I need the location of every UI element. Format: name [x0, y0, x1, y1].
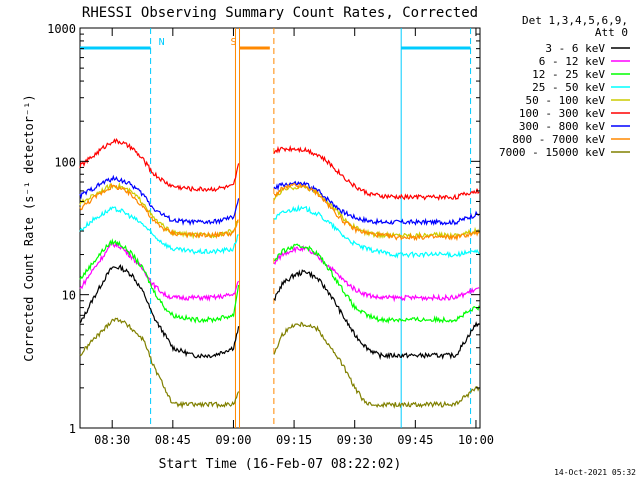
x-tick-label: 08:45 [155, 433, 191, 447]
legend-label: 300 - 800 keV [519, 120, 605, 133]
series-layer [79, 138, 480, 410]
legend-entry: 100 - 300 keV [519, 107, 630, 120]
x-tick-label: 09:45 [397, 433, 433, 447]
series-line [273, 184, 480, 240]
series-line [79, 241, 240, 302]
series-line [79, 317, 240, 410]
y-axis-label: Corrected Count Rate (s⁻¹ detector⁻¹) [22, 94, 36, 361]
x-axis-label: Start Time (16-Feb-07 08:22:02) [159, 457, 402, 472]
series-25-50-kev [79, 204, 480, 259]
series-7000-15000-kev [79, 317, 480, 410]
legend-entry: 25 - 50 keV [532, 81, 630, 94]
annotation-N: N [80, 28, 165, 428]
legend-entry: 50 - 100 keV [526, 94, 630, 107]
series-line [273, 182, 480, 242]
legend-entry: 6 - 12 keV [539, 55, 630, 68]
series-3-6-kev [79, 264, 480, 361]
legend-entry: 800 - 7000 keV [512, 133, 630, 146]
legend-label: 100 - 300 keV [519, 107, 605, 120]
series-line [273, 269, 480, 361]
legend-label: 3 - 6 keV [545, 42, 605, 55]
x-tick-label: 09:15 [276, 433, 312, 447]
series-line [79, 138, 240, 193]
annotation-region-2 [400, 28, 472, 428]
legend-entry: 7000 - 15000 keV [499, 146, 630, 159]
legend-entry: 300 - 800 keV [519, 120, 630, 133]
y-tick-label: 100 [54, 155, 76, 169]
series-line [273, 180, 480, 226]
y-tick-label: 10 [62, 289, 76, 303]
series-line [79, 206, 239, 255]
legend-header: Det 1,3,4,5,6,9, [522, 14, 628, 27]
legend-header: Att 0 [595, 26, 628, 39]
series-line [274, 243, 480, 324]
legend-label: 25 - 50 keV [532, 81, 605, 94]
legend-entry: 12 - 25 keV [532, 68, 630, 81]
annotation-label: S [231, 37, 237, 48]
series-line [273, 204, 480, 259]
annotation-S: S [231, 28, 275, 428]
series-800-7000-kev [79, 182, 480, 242]
chart-title: RHESSI Observing Summary Count Rates, Co… [82, 5, 478, 21]
series-line [273, 144, 480, 202]
legend-label: 7000 - 15000 keV [499, 146, 605, 159]
x-tick-label: 09:30 [337, 433, 373, 447]
x-tick-label: 10:00 [458, 433, 494, 447]
footer-timestamp: 14-Oct-2021 05:32 [554, 468, 636, 477]
series-12-25-kev [79, 238, 480, 324]
series-line [79, 174, 240, 226]
x-tick-label: 08:30 [94, 433, 130, 447]
legend-label: 6 - 12 keV [539, 55, 606, 68]
series-50-100-kev [79, 181, 480, 240]
axis-layer: 08:30 08:45 09:00 09:15 09:30 09:45 10:00 1 10 10… [47, 22, 494, 447]
plot-frame [79, 27, 481, 429]
legend-label: 50 - 100 keV [526, 94, 606, 107]
legend-label: 12 - 25 keV [532, 68, 605, 81]
annotation-label: N [159, 37, 165, 48]
y-tick-label: 1000 [47, 22, 76, 36]
series-100-300-kev [79, 138, 480, 202]
series-line [79, 238, 240, 324]
series-line [79, 182, 239, 240]
x-tick-label: 09:00 [215, 433, 251, 447]
series-line [273, 321, 480, 409]
series-line [79, 264, 240, 359]
series-300-800-kev [79, 174, 480, 226]
y-tick-label: 1 [69, 422, 76, 436]
legend-entry: 3 - 6 keV [545, 42, 630, 55]
legend-label: 800 - 7000 keV [512, 133, 605, 146]
